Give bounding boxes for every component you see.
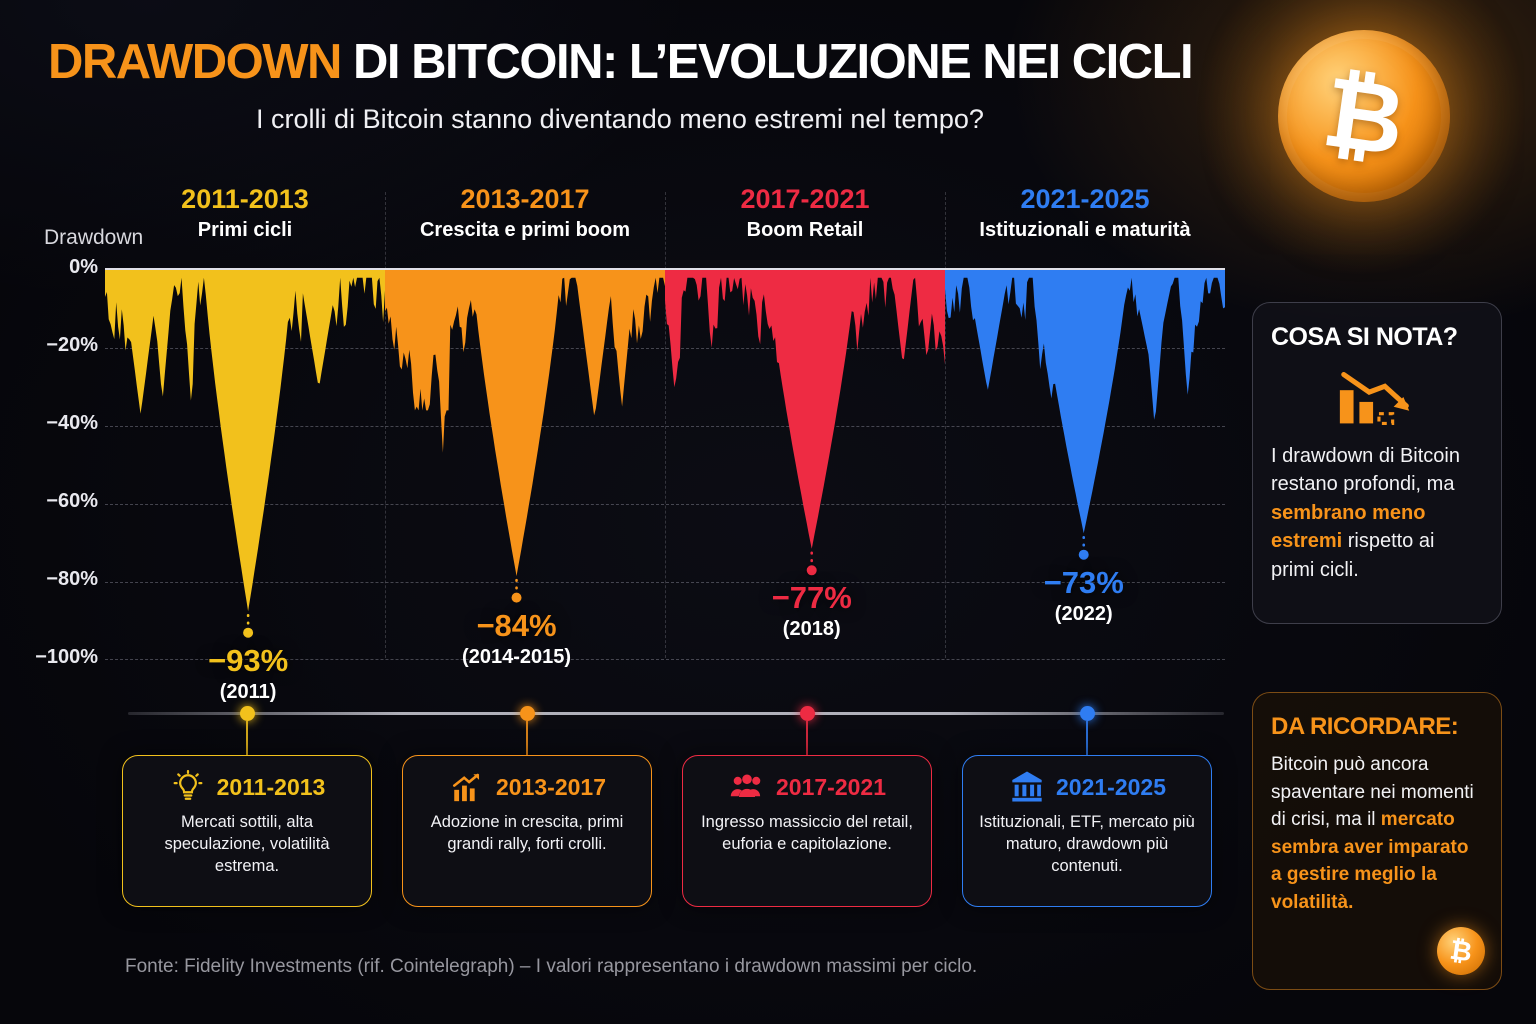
people-icon — [728, 770, 766, 804]
cycle-years: 2021-2025 — [1020, 184, 1150, 214]
card-text: Ingresso massiccio del retail, euforia e… — [701, 813, 913, 853]
cycle-years: 2017-2021 — [740, 184, 870, 214]
growth-chart-icon — [448, 770, 486, 804]
card-years: 2017-2021 — [776, 773, 886, 800]
max-drawdown-marker — [804, 563, 819, 578]
max-drawdown-marker — [241, 625, 256, 640]
timeline-dot-2011 — [240, 706, 255, 721]
cycle-divider — [945, 192, 946, 658]
y-tick: −80% — [46, 568, 98, 590]
bitcoin-badge-icon: ₿ — [1437, 927, 1485, 975]
timeline-connector — [806, 721, 808, 755]
peak-label-2013-2017: −84% (2014-2015) — [462, 607, 572, 668]
gridline — [105, 348, 1225, 349]
bitcoin-glyph: ₿ — [1448, 934, 1475, 967]
bitcoin-glyph: ₿ — [1316, 55, 1412, 176]
gridline — [105, 659, 1225, 660]
y-tick: −100% — [35, 646, 98, 668]
y-tick: −60% — [46, 490, 98, 512]
y-tick: −20% — [46, 334, 98, 356]
cycle-card-2021-2025: 2021-2025 Istituzionali, ETF, mercato pi… — [962, 755, 1212, 907]
cycle-header-2021-2025: 2021-2025 Istituzionali e maturità — [945, 184, 1225, 242]
source-note: Fonte: Fidelity Investments (rif. Cointe… — [125, 956, 978, 977]
gridline — [105, 426, 1225, 427]
timeline-line — [128, 712, 1224, 715]
max-drawdown-marker — [1076, 547, 1091, 562]
timeline-connector — [1086, 721, 1088, 755]
cycle-header-2013-2017: 2013-2017 Crescita e primi boom — [385, 184, 665, 242]
max-drawdown-marker — [509, 590, 524, 605]
title-rest: DI BITCOIN: L’EVOLUZIONE NEI CICLI — [340, 35, 1194, 89]
drawdown-area-2017-2021 — [665, 270, 945, 549]
peak-label-2011-2013: −93% (2011) — [208, 642, 289, 703]
panel-cosa-si-nota: COSA SI NOTA? I drawdown di Bitcoin rest… — [1252, 302, 1502, 624]
cycle-card-2011-2013: 2011-2013 Mercati sottili, alta speculaz… — [122, 755, 372, 907]
timeline-connector — [246, 721, 248, 755]
panel-title: DA RICORDARE: — [1271, 713, 1459, 740]
cycle-subtitle: Crescita e primi boom — [419, 219, 631, 241]
cycle-years: 2011-2013 — [181, 184, 309, 214]
card-years: 2021-2025 — [1056, 773, 1166, 800]
lightbulb-icon — [169, 769, 207, 804]
cycle-subtitle: Istituzionali e maturità — [979, 219, 1191, 241]
panel-text: I drawdown di Bitcoin restano profondi, … — [1271, 445, 1460, 581]
title-highlight: DRAWDOWN — [48, 35, 342, 89]
y-axis-title: Drawdown — [44, 226, 144, 249]
page-subtitle: I crolli di Bitcoin stanno diventando me… — [256, 104, 984, 134]
card-text: Istituzionali, ETF, mercato più maturo, … — [979, 813, 1195, 875]
bitcoin-logo-icon: ₿ — [1278, 30, 1450, 202]
card-years: 2013-2017 — [496, 773, 606, 800]
card-text: Adozione in crescita, primi grandi rally… — [430, 813, 624, 853]
peak-label-2021-2025: −73% (2022) — [1043, 564, 1124, 625]
panel-title: COSA SI NOTA? — [1271, 323, 1458, 351]
cycle-header-2011-2013: 2011-2013 Primi cicli — [105, 184, 385, 242]
cycle-card-2017-2021: 2017-2021 Ingresso massiccio del retail,… — [682, 755, 932, 907]
cycle-years: 2013-2017 — [460, 184, 590, 214]
drawdown-area-2013-2017 — [385, 270, 665, 577]
panel-text: Bitcoin può ancora spaventare nei moment… — [1271, 754, 1474, 913]
page-title: DRAWDOWN DI BITCOIN: L’EVOLUZIONE NEI CI… — [48, 34, 1194, 90]
y-axis-ticks: 0% −20% −40% −60% −80% −100% — [6, 256, 98, 668]
cycle-subtitle: Primi cicli — [197, 219, 293, 241]
card-years: 2011-2013 — [216, 773, 326, 800]
card-text: Mercati sottili, alta speculazione, vola… — [164, 813, 330, 875]
cycle-divider — [665, 192, 666, 658]
cycle-card-2013-2017: 2013-2017 Adozione in crescita, primi gr… — [402, 755, 652, 907]
timeline-dot-2017 — [800, 706, 815, 721]
y-tick: 0% — [69, 256, 98, 278]
timeline-dot-2021 — [1080, 706, 1095, 721]
timeline-dot-2013 — [520, 706, 535, 721]
cycle-divider — [385, 192, 386, 658]
peak-label-2017-2021: −77% (2018) — [771, 580, 852, 641]
drawdown-areas — [105, 270, 1225, 640]
gridline — [105, 504, 1225, 505]
timeline-connector — [526, 721, 528, 755]
y-tick: −40% — [46, 412, 98, 434]
panel-da-ricordare: DA RICORDARE: Bitcoin può ancora spavent… — [1252, 692, 1502, 990]
cycle-header-2017-2021: 2017-2021 Boom Retail — [665, 184, 945, 242]
gridline — [105, 582, 1225, 583]
drawdown-area-2011-2013 — [105, 270, 385, 612]
declining-bars-arrow-icon — [1339, 372, 1410, 425]
drawdown-area-2021-2025 — [945, 270, 1225, 534]
cycle-subtitle: Boom Retail — [746, 219, 864, 241]
bank-icon — [1008, 770, 1046, 804]
drawdown-chart: −93% (2011) −84% (2014-2015) −77% (2018) −73%(… — [105, 268, 1225, 703]
